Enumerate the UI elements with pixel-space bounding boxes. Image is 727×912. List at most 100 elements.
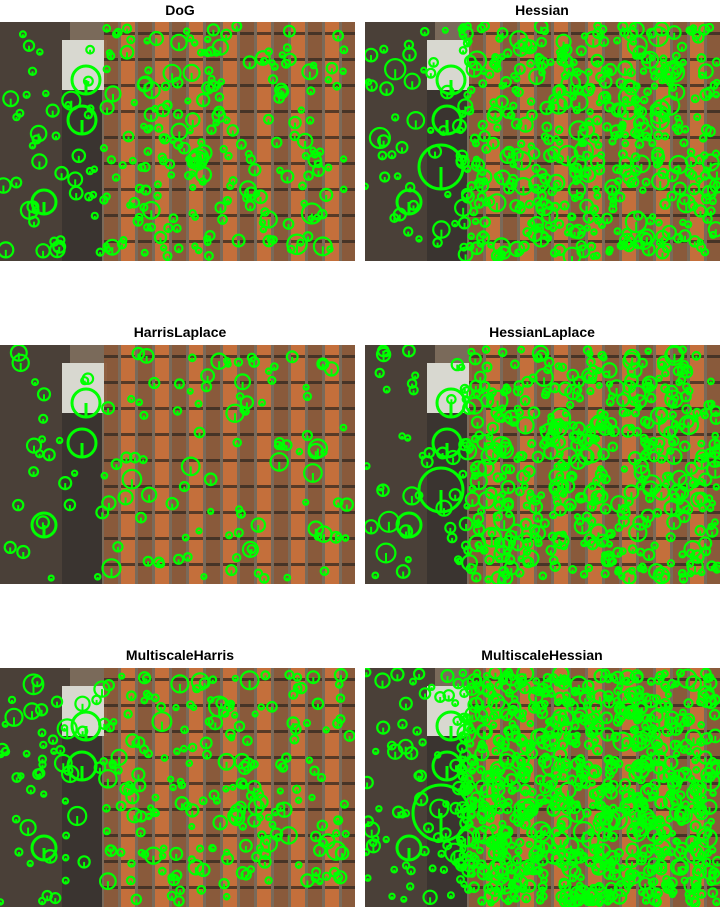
- keypoint-marker: [664, 62, 686, 83]
- keypoint-marker: [531, 163, 542, 174]
- tile-gap: [503, 485, 517, 488]
- keypoint-circle: [706, 451, 720, 468]
- tile-gap: [291, 381, 305, 384]
- keypoint-marker: [632, 52, 640, 60]
- keypoint-marker: [553, 243, 566, 257]
- tile-gap: [554, 136, 568, 139]
- keypoint-marker: [600, 65, 610, 75]
- keypoint-circle: [309, 61, 318, 70]
- keypoint-circle: [700, 193, 712, 205]
- keypoint-circle: [466, 85, 476, 95]
- keypoint-marker: [644, 347, 652, 355]
- keypoint-marker: [702, 213, 713, 224]
- tile-gap: [342, 32, 355, 35]
- keypoint-circle: [403, 72, 421, 90]
- tile-gap: [690, 433, 704, 436]
- keypoint-circle: [554, 362, 563, 371]
- keypoint-marker: [458, 46, 468, 55]
- keypoint-circle: [468, 484, 477, 493]
- tile-gap: [503, 110, 517, 113]
- keypoint-marker: [528, 44, 536, 53]
- tile-gap: [155, 704, 169, 707]
- tile-gap: [486, 381, 500, 384]
- keypoint-circle: [711, 518, 719, 527]
- tile-gap: [155, 136, 169, 139]
- tile-gap: [486, 214, 500, 217]
- keypoint-marker: [173, 243, 184, 254]
- keypoint-circle: [573, 517, 591, 535]
- tile-gap: [291, 459, 305, 462]
- keypoint-marker: [659, 54, 668, 63]
- keypoint-marker: [557, 381, 573, 397]
- tile-gap: [291, 433, 305, 436]
- keypoint-marker: [706, 460, 720, 479]
- keypoint-marker: [628, 522, 648, 543]
- keypoint-marker: [498, 490, 507, 498]
- keypoint-circle: [580, 32, 589, 40]
- tile-gap: [486, 511, 500, 514]
- keypoint-circle: [402, 345, 416, 358]
- keypoint-marker: [508, 523, 524, 539]
- keypoint-marker: [140, 248, 149, 257]
- keypoint-circle: [535, 204, 544, 213]
- tile-gap: [121, 214, 135, 217]
- keypoint-marker: [693, 204, 708, 218]
- keypoint-marker: [678, 574, 689, 584]
- keypoint-circle: [217, 214, 228, 225]
- tile-gap: [520, 32, 534, 35]
- keypoint-marker: [203, 250, 214, 261]
- keypoint-marker: [31, 134, 42, 145]
- tile-gap: [155, 407, 169, 410]
- keypoint-marker: [573, 513, 582, 521]
- keypoint-marker-large: [70, 64, 102, 96]
- keypoint-marker: [613, 227, 622, 236]
- keypoint-marker: [27, 66, 38, 77]
- tile-gap: [172, 756, 186, 759]
- keypoint-marker: [472, 155, 481, 163]
- keypoint-circle: [568, 565, 578, 575]
- keypoint-marker: [282, 24, 296, 38]
- keypoint-circle: [282, 43, 292, 53]
- keypoint-circle: [686, 548, 696, 558]
- keypoint-marker: [16, 544, 31, 560]
- keypoint-marker: [554, 362, 563, 371]
- keypoint-marker: [423, 446, 436, 459]
- keypoint-marker: [185, 112, 201, 128]
- keypoint-marker: [479, 216, 491, 228]
- keypoint-circle: [571, 430, 586, 445]
- keypoint-marker: [472, 512, 485, 525]
- keypoint-marker: [22, 90, 31, 99]
- tile-gap: [673, 537, 687, 540]
- keypoint-circle: [224, 360, 232, 368]
- tile-gap: [469, 110, 483, 113]
- tile-gap: [172, 433, 186, 436]
- tile-gap: [206, 459, 220, 462]
- keypoint-circle: [165, 496, 179, 511]
- tile-gap: [605, 240, 619, 243]
- keypoint-marker: [204, 230, 216, 242]
- keypoint-marker: [597, 447, 610, 461]
- keypoint-marker: [153, 180, 162, 189]
- keypoint-marker: [165, 496, 179, 511]
- keypoint-circle: [159, 244, 168, 252]
- keypoint-circle: [258, 572, 270, 584]
- keypoint-marker: [153, 191, 162, 201]
- keypoint-marker: [651, 99, 671, 118]
- keypoint-circle: [280, 439, 293, 452]
- keypoint-marker: [248, 162, 262, 177]
- tile-gap: [274, 459, 288, 462]
- keypoint-marker: [699, 453, 708, 461]
- keypoint-circle: [641, 177, 651, 187]
- tile-gap: [257, 188, 271, 191]
- tile-gap: [605, 84, 619, 87]
- tile-gap: [189, 756, 203, 759]
- keypoint-marker: [110, 458, 123, 471]
- keypoint-circle: [559, 530, 567, 538]
- keypoint-marker: [217, 214, 228, 225]
- tile-gap: [223, 511, 237, 514]
- tile-gap: [223, 459, 237, 462]
- tile-gap: [520, 459, 534, 462]
- keypoint-circle: [654, 444, 665, 455]
- tile-gap: [656, 32, 670, 35]
- tile-gap: [656, 563, 670, 566]
